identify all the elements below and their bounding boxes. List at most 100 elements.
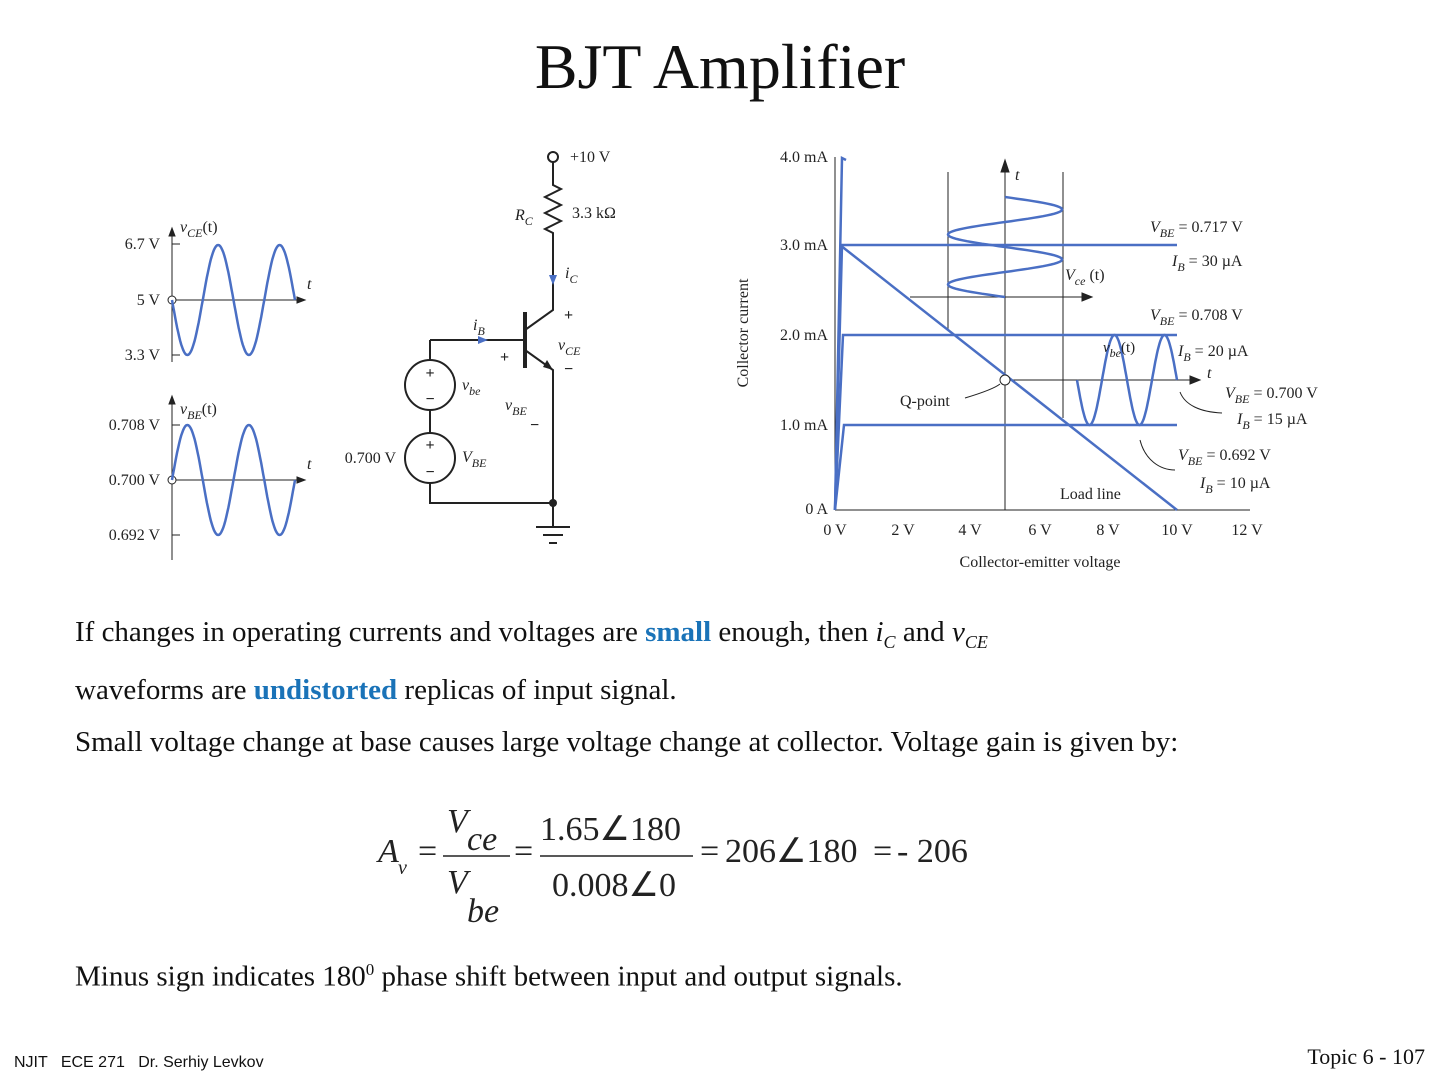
text-label: and bbox=[895, 616, 952, 648]
text-label: BE bbox=[1235, 392, 1250, 406]
text-label: 1.65∠180 bbox=[540, 811, 681, 848]
text-label: v bbox=[462, 377, 470, 394]
text-label: 12 V bbox=[1231, 522, 1263, 539]
text-label: I bbox=[1236, 411, 1243, 428]
text-label: − bbox=[425, 464, 434, 481]
text-label: v bbox=[180, 219, 188, 236]
text-label: − bbox=[530, 417, 539, 434]
shape: C bbox=[884, 632, 896, 652]
text-label: CE bbox=[565, 344, 581, 358]
text-label: V bbox=[1065, 267, 1077, 284]
shape: vBE(t) bbox=[180, 401, 217, 422]
shape bbox=[296, 296, 307, 304]
text-label: t bbox=[307, 456, 312, 473]
shape bbox=[1139, 439, 1176, 471]
text-label: V bbox=[462, 449, 474, 466]
vce-waveform bbox=[167, 226, 307, 362]
text-label: V bbox=[1150, 307, 1162, 324]
text-label: B bbox=[1177, 260, 1185, 274]
text-label: 3.3 V bbox=[125, 347, 161, 364]
text-label: i bbox=[565, 265, 569, 282]
footer-left: NJIT ECE 271 Dr. Serhiy Levkov bbox=[14, 1054, 264, 1071]
text-label: BE bbox=[187, 408, 202, 422]
text-label: v bbox=[398, 857, 407, 879]
text-label: BE bbox=[1160, 226, 1175, 240]
text-label: + bbox=[425, 365, 434, 382]
shape: RC bbox=[514, 207, 534, 228]
text-label: = 15 µA bbox=[1250, 411, 1308, 428]
text-label: B bbox=[477, 324, 485, 338]
text-label: I bbox=[1171, 253, 1178, 270]
text-label: 5 V bbox=[137, 292, 161, 309]
text-label: CE bbox=[964, 631, 988, 652]
text-label: BE bbox=[1188, 454, 1203, 468]
shape: VBE bbox=[462, 449, 487, 470]
text-label: A bbox=[376, 833, 399, 870]
text-label: = 20 µA bbox=[1191, 343, 1249, 360]
text-label: 206∠180 bbox=[725, 833, 857, 870]
text-label: − bbox=[564, 361, 573, 378]
text-label: phase shift between input and output sig… bbox=[374, 960, 903, 993]
text-label: Q-point bbox=[900, 393, 950, 410]
text-label: 6.7 V bbox=[125, 236, 161, 253]
text-label: t bbox=[1015, 167, 1020, 184]
text-label: i bbox=[875, 616, 884, 648]
text-label: 0 bbox=[365, 960, 375, 979]
text-label: = bbox=[514, 833, 533, 870]
text-label: 0.700 V bbox=[109, 472, 161, 489]
text-label: 10 V bbox=[1161, 522, 1193, 539]
shape bbox=[549, 499, 557, 507]
shape: vCE bbox=[558, 337, 581, 358]
text-label: 0.700 V bbox=[345, 450, 397, 467]
text-label: C bbox=[525, 214, 534, 228]
paragraph: Minus sign indicates 1800 phase shift be… bbox=[75, 946, 1325, 1001]
text-label: 3.3 kΩ bbox=[572, 205, 616, 222]
text-label: be bbox=[467, 893, 499, 930]
shape: CE bbox=[965, 632, 988, 652]
text-label: + bbox=[500, 349, 509, 366]
shape bbox=[1081, 292, 1094, 302]
text-label: = 0.692 V bbox=[1202, 447, 1271, 464]
text-label: ce bbox=[1075, 274, 1086, 288]
text-label: Minus sign indicates 180 bbox=[75, 960, 366, 993]
shape: IB = 10 µA bbox=[1199, 475, 1271, 496]
text-label: 1.0 mA bbox=[780, 417, 828, 434]
text-label: = bbox=[418, 833, 437, 870]
text-label: waveforms are bbox=[75, 673, 254, 706]
text-label: = bbox=[700, 833, 719, 870]
text-label: Load line bbox=[1060, 486, 1121, 503]
shape bbox=[833, 423, 1177, 511]
text-label: B bbox=[1242, 418, 1250, 432]
text-label: undistorted bbox=[253, 673, 398, 706]
text-label: Collector current bbox=[735, 278, 752, 387]
shape bbox=[404, 432, 456, 484]
text-label: 8 V bbox=[1096, 522, 1120, 539]
text-label: - 206 bbox=[897, 833, 968, 870]
text-label: 4.0 mA bbox=[780, 149, 828, 166]
shape bbox=[547, 151, 559, 163]
text-label: enough, then bbox=[711, 616, 876, 648]
text-label: t bbox=[307, 276, 312, 293]
text-label: V bbox=[1225, 385, 1237, 402]
text-label: replicas of input signal. bbox=[397, 673, 677, 706]
text-label: v bbox=[180, 401, 188, 418]
text-label: be bbox=[469, 384, 481, 398]
text-label: v bbox=[505, 397, 513, 414]
text-label: R bbox=[514, 207, 525, 224]
shape bbox=[296, 476, 307, 484]
text-label: V bbox=[1150, 219, 1162, 236]
shape: iC bbox=[565, 265, 578, 286]
shape bbox=[168, 394, 176, 405]
text-label: (t) bbox=[1121, 340, 1135, 356]
text-label: = bbox=[873, 833, 892, 870]
text-label: +10 V bbox=[570, 149, 611, 166]
vbe-sine bbox=[170, 423, 297, 537]
shape bbox=[543, 360, 553, 370]
text-label: V bbox=[1178, 447, 1190, 464]
shape bbox=[478, 336, 488, 344]
text-label: (t) bbox=[202, 401, 217, 418]
text-label: Collector-emitter voltage bbox=[960, 554, 1121, 571]
shape bbox=[549, 275, 557, 285]
text-label: i bbox=[473, 317, 477, 334]
